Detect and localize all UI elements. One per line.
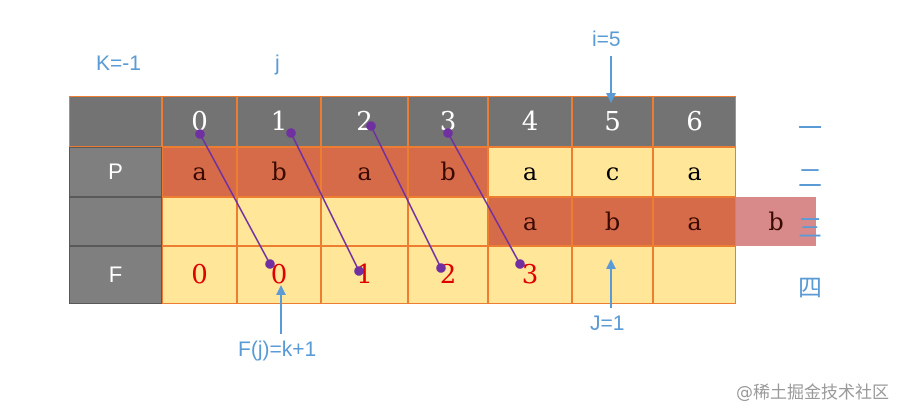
- shifted-cell-overflow: b: [736, 197, 816, 246]
- index-cell: 5: [572, 96, 653, 147]
- index-cell: 2: [321, 96, 408, 147]
- row-marker-4: 四: [798, 274, 822, 302]
- f-cell: 2: [408, 246, 488, 304]
- index-cell: 3: [408, 96, 488, 147]
- row-label-2: [69, 197, 162, 246]
- f-cell: [653, 246, 736, 304]
- j-label: j: [275, 52, 280, 75]
- J-label: J=1: [590, 312, 625, 335]
- pattern-cell: b: [237, 147, 321, 197]
- index-cell: 4: [488, 96, 572, 147]
- row-label-3: F: [69, 246, 162, 304]
- f-cell: 0: [162, 246, 237, 304]
- f-cell: 1: [321, 246, 408, 304]
- pattern-cell: a: [162, 147, 237, 197]
- shifted-cell: [162, 197, 237, 246]
- shifted-cell: a: [488, 197, 572, 246]
- index-cell: 6: [653, 96, 736, 147]
- shifted-cell: b: [572, 197, 653, 246]
- row-marker-1: 一: [798, 114, 822, 142]
- formula-label: F(j)=k+1: [238, 338, 317, 361]
- row-label-0: [69, 96, 162, 147]
- row-marker-2: 二: [798, 164, 822, 192]
- i-label: i=5: [592, 28, 621, 51]
- shifted-cell: [237, 197, 321, 246]
- link-0: [199, 133, 271, 265]
- k-label: K=-1: [96, 52, 141, 75]
- link-3: [447, 132, 521, 265]
- index-cell: 1: [237, 96, 321, 147]
- f-cell: [572, 246, 653, 304]
- pattern-cell: b: [408, 147, 488, 197]
- link-1: [290, 132, 360, 272]
- shifted-cell: a: [653, 197, 736, 246]
- row-label-1: P: [69, 147, 162, 197]
- pattern-cell: a: [488, 147, 572, 197]
- pattern-cell: a: [653, 147, 736, 197]
- watermark: @稀土掘金技术社区: [736, 383, 889, 403]
- pattern-cell: c: [572, 147, 653, 197]
- row-marker-3: 三: [798, 214, 822, 242]
- f-cell: 3: [488, 246, 572, 304]
- link-2: [370, 125, 442, 269]
- shifted-cell: [408, 197, 488, 246]
